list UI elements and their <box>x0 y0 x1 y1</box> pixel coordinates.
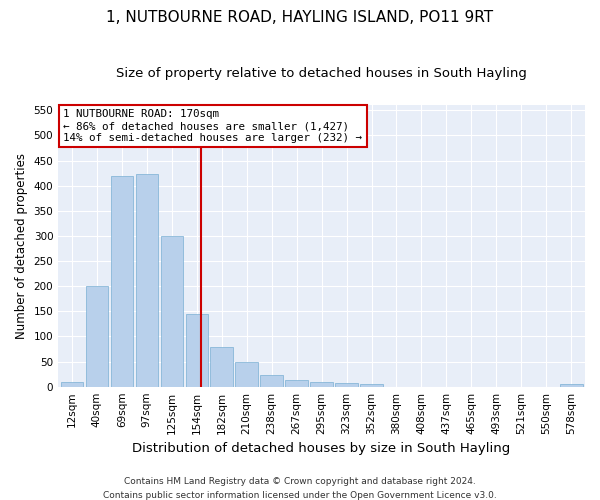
Bar <box>110 176 133 386</box>
Bar <box>560 384 583 386</box>
Bar <box>310 382 333 386</box>
Text: 1 NUTBOURNE ROAD: 170sqm
← 86% of detached houses are smaller (1,427)
14% of sem: 1 NUTBOURNE ROAD: 170sqm ← 86% of detach… <box>64 110 362 142</box>
Title: Size of property relative to detached houses in South Hayling: Size of property relative to detached ho… <box>116 68 527 80</box>
Bar <box>161 236 183 386</box>
Bar <box>335 383 358 386</box>
Bar <box>211 348 233 387</box>
Bar <box>360 384 383 386</box>
Bar <box>185 314 208 386</box>
Text: 1, NUTBOURNE ROAD, HAYLING ISLAND, PO11 9RT: 1, NUTBOURNE ROAD, HAYLING ISLAND, PO11 … <box>106 10 494 25</box>
Bar <box>235 362 258 386</box>
Bar <box>136 174 158 386</box>
Y-axis label: Number of detached properties: Number of detached properties <box>15 153 28 339</box>
X-axis label: Distribution of detached houses by size in South Hayling: Distribution of detached houses by size … <box>133 442 511 455</box>
Bar <box>260 374 283 386</box>
Bar <box>61 382 83 386</box>
Bar <box>86 286 108 386</box>
Text: Contains HM Land Registry data © Crown copyright and database right 2024.
Contai: Contains HM Land Registry data © Crown c… <box>103 478 497 500</box>
Bar <box>286 380 308 386</box>
